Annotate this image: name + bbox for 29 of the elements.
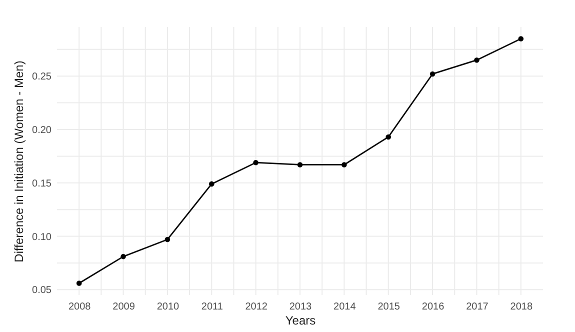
x-tick-label: 2012 xyxy=(245,302,268,312)
x-tick-label: 2016 xyxy=(422,302,445,312)
y-tick-label: 0.05 xyxy=(32,285,52,296)
point xyxy=(208,181,214,187)
x-tick-label: 2017 xyxy=(466,302,489,312)
x-tick-label: 2008 xyxy=(68,302,92,312)
y-tick-label: 0.15 xyxy=(32,178,52,190)
x-tick-label: 2011 xyxy=(201,302,224,312)
point xyxy=(76,280,82,286)
point xyxy=(164,236,170,242)
x-tick-label: 2014 xyxy=(334,302,356,312)
x-tick-label: 2015 xyxy=(378,302,400,312)
point xyxy=(430,71,436,77)
y-tick-label: 0.25 xyxy=(32,72,52,83)
y-tick-label: 0.10 xyxy=(32,232,52,243)
point xyxy=(297,162,303,168)
x-tick-label: 2018 xyxy=(510,302,533,312)
x-tick-label: 2009 xyxy=(112,302,136,312)
point xyxy=(342,162,347,168)
point xyxy=(253,160,258,166)
point xyxy=(120,254,126,260)
y-axis-title: Difference in Initiation (Women - Men) xyxy=(12,60,26,262)
x-tick-label: 2013 xyxy=(289,302,312,312)
point xyxy=(474,57,480,63)
point xyxy=(386,134,392,140)
x-axis-title: Years xyxy=(285,314,316,328)
point xyxy=(518,36,524,42)
y-tick-label: 0.20 xyxy=(32,125,52,136)
x-tick-label: 2010 xyxy=(156,302,180,312)
